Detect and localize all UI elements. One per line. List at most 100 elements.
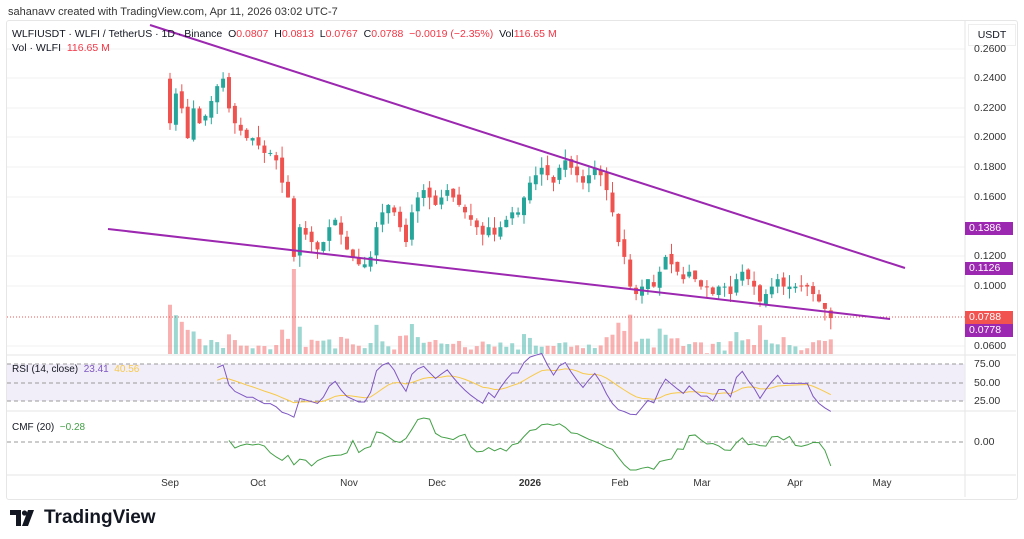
candle-body bbox=[492, 227, 497, 235]
candle-body bbox=[286, 181, 290, 198]
volume-bar bbox=[179, 321, 184, 354]
volume-bar bbox=[215, 342, 220, 354]
volume-bar bbox=[327, 339, 332, 354]
price-axis-tick: 0.2000 bbox=[974, 131, 1007, 143]
volume-bar bbox=[622, 330, 627, 354]
volume-bar bbox=[421, 342, 426, 354]
candle-body bbox=[280, 157, 285, 183]
candle-body bbox=[480, 225, 485, 235]
volume-bar bbox=[504, 346, 509, 354]
volume-bar bbox=[498, 342, 503, 354]
volume-bar bbox=[681, 346, 686, 354]
close-value: 0.0788 bbox=[371, 28, 404, 40]
candle-body bbox=[781, 277, 786, 287]
volume-bar bbox=[645, 338, 650, 354]
volume-bar bbox=[168, 304, 172, 354]
candle-body bbox=[563, 160, 568, 170]
symbol-name[interactable]: WLFIUSDT · WLFI / TetherUS · 1D · Binanc… bbox=[12, 28, 223, 40]
volume-bar bbox=[280, 329, 285, 354]
candle-body bbox=[516, 212, 521, 215]
volume-bar bbox=[404, 335, 408, 354]
candle-body bbox=[681, 274, 686, 280]
volume-indicator-value: 116.65 M bbox=[66, 42, 110, 54]
volume-bar bbox=[787, 345, 792, 354]
volume-bar bbox=[345, 338, 349, 354]
candle-body bbox=[291, 198, 296, 257]
volume-bar bbox=[746, 339, 751, 354]
candle-body bbox=[669, 253, 674, 265]
candle-body bbox=[746, 269, 751, 280]
rsi-value: 23.41 bbox=[83, 364, 109, 375]
candle-body bbox=[616, 213, 621, 243]
volume-bar bbox=[268, 349, 273, 354]
candle-body bbox=[315, 242, 320, 250]
volume-bar bbox=[457, 340, 462, 354]
volume-bar bbox=[492, 346, 497, 354]
volume-bar bbox=[563, 342, 568, 354]
volume-bar bbox=[191, 331, 196, 354]
tradingview-logo[interactable]: TradingView bbox=[10, 507, 156, 529]
rsi-legend[interactable]: RSI (14, close) 23.41 40.56 bbox=[12, 364, 139, 375]
volume-bar bbox=[581, 348, 585, 354]
candle-body bbox=[421, 190, 426, 199]
volume-indicator-label[interactable]: Vol · WLFI bbox=[12, 42, 62, 54]
credit-text: sahanavv created with TradingView.com, A… bbox=[8, 6, 338, 18]
volume-bar bbox=[522, 334, 526, 354]
volume-value: 116.65 M bbox=[513, 28, 557, 40]
volume-bar bbox=[250, 348, 255, 354]
price-axis-tick: 0.1600 bbox=[974, 191, 1007, 203]
price-chart[interactable] bbox=[0, 0, 1024, 500]
candle-body bbox=[793, 286, 798, 289]
volume-bar bbox=[657, 328, 662, 354]
volume-bar bbox=[628, 314, 633, 354]
time-axis-label: Nov bbox=[340, 478, 358, 489]
volume-bar bbox=[244, 345, 249, 354]
candle-body bbox=[404, 224, 408, 243]
candle-body bbox=[268, 152, 273, 154]
volume-bar bbox=[197, 338, 202, 354]
volume-bar bbox=[380, 341, 385, 354]
candle-body bbox=[350, 249, 355, 257]
volume-bar bbox=[315, 340, 320, 354]
chart-frame[interactable] bbox=[6, 20, 1018, 500]
candle-body bbox=[710, 287, 715, 295]
volume-bar bbox=[693, 342, 698, 354]
volume-bar bbox=[569, 346, 574, 354]
volume-bar bbox=[445, 344, 450, 354]
symbol-legend: WLFIUSDT · WLFI / TetherUS · 1D · Binanc… bbox=[12, 28, 557, 40]
candle-body bbox=[185, 106, 190, 139]
volume-bar bbox=[799, 350, 804, 354]
candle-body bbox=[445, 190, 450, 196]
volume-label: Vol bbox=[499, 28, 514, 40]
currency-unit-button[interactable]: USDT bbox=[968, 24, 1016, 46]
time-axis-label: May bbox=[872, 478, 892, 489]
upper-trendline-price-tag: 0.1386 bbox=[965, 222, 1013, 235]
candle-body bbox=[634, 287, 639, 295]
volume-bar bbox=[415, 337, 420, 354]
volume-bar bbox=[303, 346, 308, 354]
volume-bar bbox=[339, 336, 344, 354]
candle-body bbox=[362, 264, 367, 268]
time-axis-label: 2026 bbox=[518, 478, 542, 489]
volume-bar bbox=[752, 344, 757, 354]
time-axis-label: Oct bbox=[250, 478, 266, 489]
candle-body bbox=[345, 236, 349, 250]
candle-body bbox=[368, 256, 373, 267]
candle-body bbox=[817, 294, 821, 302]
cmf-legend[interactable]: CMF (20) −0.28 bbox=[12, 422, 85, 433]
volume-bar bbox=[640, 338, 644, 354]
volume-bar bbox=[651, 347, 656, 354]
volume-bar bbox=[516, 349, 521, 354]
candle-body bbox=[209, 100, 214, 118]
candle-body bbox=[687, 271, 692, 277]
volume-bar bbox=[274, 345, 279, 354]
volume-bar bbox=[793, 346, 798, 354]
candle-body bbox=[321, 242, 326, 251]
price-axis-tick: 0.0600 bbox=[974, 340, 1007, 352]
candle-body bbox=[604, 172, 609, 191]
candle-body bbox=[197, 108, 202, 124]
volume-bar bbox=[699, 342, 703, 354]
rsi-line bbox=[217, 352, 832, 418]
cmf-value: −0.28 bbox=[59, 422, 86, 433]
volume-bar bbox=[740, 340, 745, 354]
